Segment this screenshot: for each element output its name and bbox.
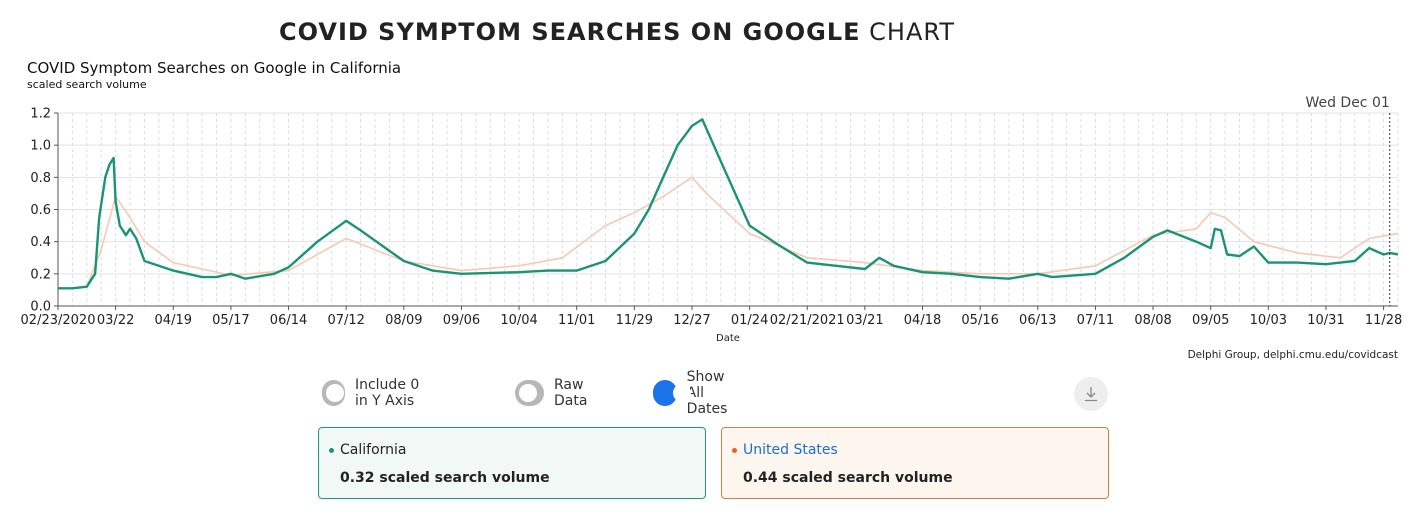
california-series-line xyxy=(58,118,1399,290)
california-card[interactable]: California 0.32 scaled search volume xyxy=(318,427,706,499)
california-region: California xyxy=(329,442,406,458)
x-tick-label: 04/18 xyxy=(904,313,941,328)
chart-series[interactable] xyxy=(58,118,1399,290)
show-all-dates-label: Show All Dates xyxy=(686,369,728,417)
x-tick-label: 09/05 xyxy=(1192,313,1229,328)
x-axis: 02/23/2020 03/22 04/19 05/17 06/14 07/12 08/09… xyxy=(21,305,1402,328)
show-all-dates-toggle[interactable]: Show All Dates xyxy=(653,369,746,417)
raw-data-label: Raw Data xyxy=(553,377,588,409)
x-tick-label: 11/29 xyxy=(616,313,653,328)
united-states-dot-icon xyxy=(732,447,737,453)
switch-knob xyxy=(519,384,537,402)
y-axis: 0.0 0.2 0.4 0.6 0.8 1.0 1.2 xyxy=(30,107,59,315)
x-tick-label: 05/17 xyxy=(212,313,249,328)
united-states-series-line xyxy=(58,176,1399,290)
x-tick-label: 07/12 xyxy=(327,313,364,328)
united-states-link[interactable]: United States xyxy=(743,442,838,458)
united-states-value: 0.44 scaled search volume xyxy=(743,470,953,486)
chart-grid xyxy=(57,112,1399,307)
line-chart: COVID Symptom Searches on Google in Cali… xyxy=(21,59,1403,360)
include-zero-toggle[interactable]: Include 0 in Y Axis xyxy=(322,377,425,409)
raw-data-switch[interactable] xyxy=(515,380,544,406)
x-tick-label: 10/31 xyxy=(1307,313,1344,328)
y-tick-label: 1.2 xyxy=(30,107,51,122)
x-tick-label: 03/22 xyxy=(97,313,134,328)
raw-data-toggle[interactable]: Raw Data xyxy=(515,377,600,409)
united-states-card[interactable]: United States 0.44 scaled search volume xyxy=(721,427,1109,499)
x-tick-label: 08/08 xyxy=(1134,313,1171,328)
y-tick-label: 0.0 xyxy=(30,300,51,315)
chart-title: COVID Symptom Searches on Google in Cali… xyxy=(27,59,401,77)
x-tick-label: 02/21/2021 xyxy=(770,313,845,328)
x-tick-label: 11/01 xyxy=(558,313,595,328)
x-axis-label: Date xyxy=(716,333,740,344)
date-marker: Wed Dec 01 xyxy=(1305,95,1391,306)
include-zero-label: Include 0 in Y Axis xyxy=(354,377,420,409)
california-dot-icon xyxy=(329,447,334,453)
download-icon xyxy=(1085,387,1097,402)
y-tick-label: 0.8 xyxy=(30,171,51,186)
x-tick-label: 05/16 xyxy=(961,313,998,328)
y-tick-label: 0.2 xyxy=(30,267,51,282)
y-tick-label: 0.4 xyxy=(30,235,51,250)
x-tick-label: 10/04 xyxy=(500,313,537,328)
download-button[interactable] xyxy=(1074,377,1108,411)
page-title-strong: COVID SYMPTOM SEARCHES ON GOOGLE xyxy=(279,18,861,46)
california-region-label: California xyxy=(340,442,407,458)
show-all-dates-switch[interactable] xyxy=(653,380,691,406)
x-tick-label: 03/21 xyxy=(846,313,883,328)
chart-subtitle: scaled search volume xyxy=(27,78,147,91)
x-tick-label: 01/24 xyxy=(731,313,768,328)
x-tick-label: 04/19 xyxy=(155,313,192,328)
marker-label: Wed Dec 01 xyxy=(1305,95,1389,111)
y-tick-label: 1.0 xyxy=(30,139,51,154)
y-tick-label: 0.6 xyxy=(30,203,51,218)
x-tick-label: 02/23/2020 xyxy=(21,313,96,328)
include-zero-switch[interactable] xyxy=(322,380,345,406)
switch-knob xyxy=(326,384,344,402)
california-value: 0.32 scaled search volume xyxy=(340,470,550,486)
x-tick-label: 07/11 xyxy=(1077,313,1114,328)
x-tick-label: 06/14 xyxy=(270,313,307,328)
switch-knob xyxy=(673,384,691,402)
page-title: COVID SYMPTOM SEARCHES ON GOOGLE CHART xyxy=(0,18,1234,46)
x-tick-label: 12/27 xyxy=(673,313,710,328)
x-tick-label: 06/13 xyxy=(1019,313,1056,328)
united-states-region: United States xyxy=(732,442,838,458)
page-title-light: CHART xyxy=(869,18,955,46)
chart-credit: Delphi Group, delphi.cmu.edu/covidcast xyxy=(1188,349,1398,360)
x-tick-label: 10/03 xyxy=(1250,313,1287,328)
x-tick-label: 11/28 xyxy=(1365,313,1402,328)
x-tick-label: 08/09 xyxy=(385,313,422,328)
x-tick-label: 09/06 xyxy=(443,313,480,328)
